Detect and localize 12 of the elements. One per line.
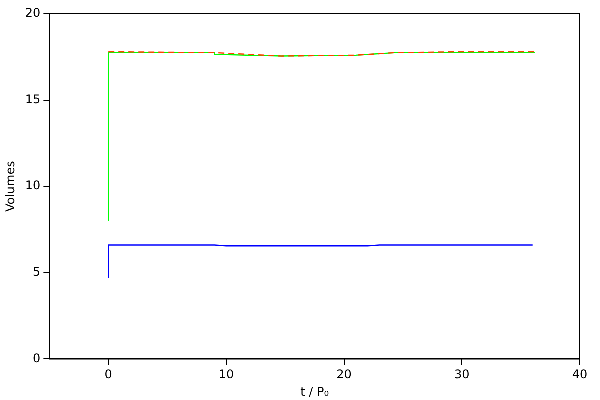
y-tick-label: 20	[25, 6, 41, 20]
y-axis-title: Volumes	[3, 161, 18, 212]
x-tick-label: 10	[218, 368, 234, 382]
x-tick-label: 40	[572, 368, 588, 382]
x-tick-label: 30	[454, 368, 470, 382]
x-tick-label: 20	[336, 368, 352, 382]
y-tick-label: 15	[25, 92, 41, 106]
y-tick-label: 5	[33, 265, 41, 280]
x-tick-label: 0	[104, 368, 112, 382]
y-tick-label: 0	[33, 351, 41, 366]
x-axis-title: t / P₀	[300, 384, 330, 399]
y-tick-label: 10	[25, 178, 41, 193]
